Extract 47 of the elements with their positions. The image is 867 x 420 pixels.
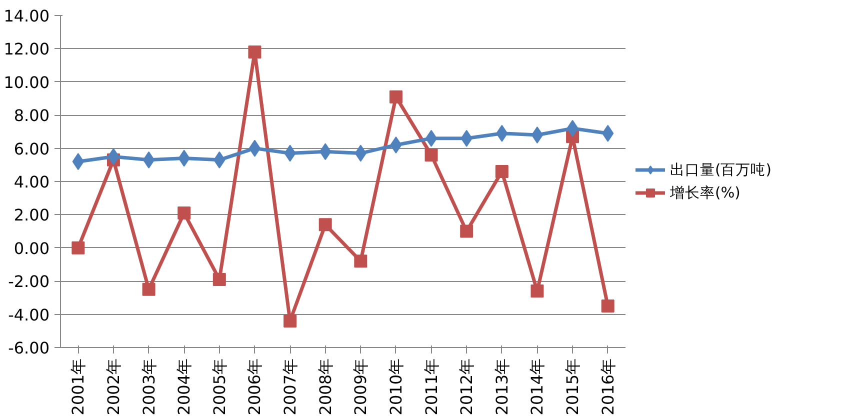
x-tick-label: 2006年 bbox=[245, 358, 264, 416]
point bbox=[601, 300, 614, 312]
x-tick-label: 2010年 bbox=[386, 358, 406, 416]
y-tick-label: 14.00 bbox=[4, 6, 50, 26]
point bbox=[425, 130, 438, 147]
x-tick-label: 2015年 bbox=[563, 358, 582, 416]
y-tick-label: 6.00 bbox=[14, 139, 50, 158]
point bbox=[178, 206, 191, 220]
y-tick-label: 8.00 bbox=[14, 106, 50, 126]
y-tick-label: 12.00 bbox=[4, 40, 50, 59]
point bbox=[424, 148, 438, 162]
point bbox=[248, 140, 261, 157]
point bbox=[212, 272, 226, 286]
point bbox=[531, 126, 544, 144]
x-tick-label: 2002年 bbox=[104, 358, 123, 416]
y-tick-label: -6.00 bbox=[8, 338, 50, 358]
point bbox=[495, 165, 508, 178]
x-tick-label: 2009年 bbox=[351, 358, 370, 416]
y-tick-label: 2.00 bbox=[14, 206, 50, 225]
x-tick-label: 2007年 bbox=[280, 358, 300, 416]
point bbox=[142, 151, 155, 168]
x-tick-label: 2001年 bbox=[68, 358, 88, 416]
point bbox=[530, 284, 544, 298]
point bbox=[72, 241, 85, 254]
legend-label: 出口量(百万吨) bbox=[670, 160, 772, 179]
y-tick-label: -2.00 bbox=[8, 272, 50, 292]
y-tick-label: 10.00 bbox=[4, 72, 50, 92]
x-tick-label: 2004年 bbox=[174, 358, 194, 416]
y-tick-label: -4.00 bbox=[8, 305, 50, 324]
point bbox=[142, 282, 156, 296]
x-tick-label: 2014年 bbox=[528, 358, 547, 416]
x-tick-label: 2005年 bbox=[210, 358, 229, 416]
x-tick-label: 2011年 bbox=[422, 358, 441, 416]
x-tick-label: 2012年 bbox=[457, 358, 476, 416]
x-tick-label: 2003年 bbox=[139, 358, 158, 416]
point bbox=[389, 90, 402, 104]
y-tick-label: 0.00 bbox=[14, 238, 50, 258]
x-tick-label: 2008年 bbox=[316, 358, 335, 416]
x-tick-label: 2016年 bbox=[598, 358, 618, 416]
point bbox=[248, 46, 262, 59]
x-tick-label: 2013年 bbox=[492, 358, 512, 416]
legend-label: 增长率(%) bbox=[670, 183, 740, 202]
y-tick-label: 4.00 bbox=[14, 172, 50, 192]
point bbox=[354, 254, 368, 268]
point bbox=[460, 224, 474, 238]
point bbox=[318, 218, 332, 232]
point bbox=[284, 314, 297, 328]
